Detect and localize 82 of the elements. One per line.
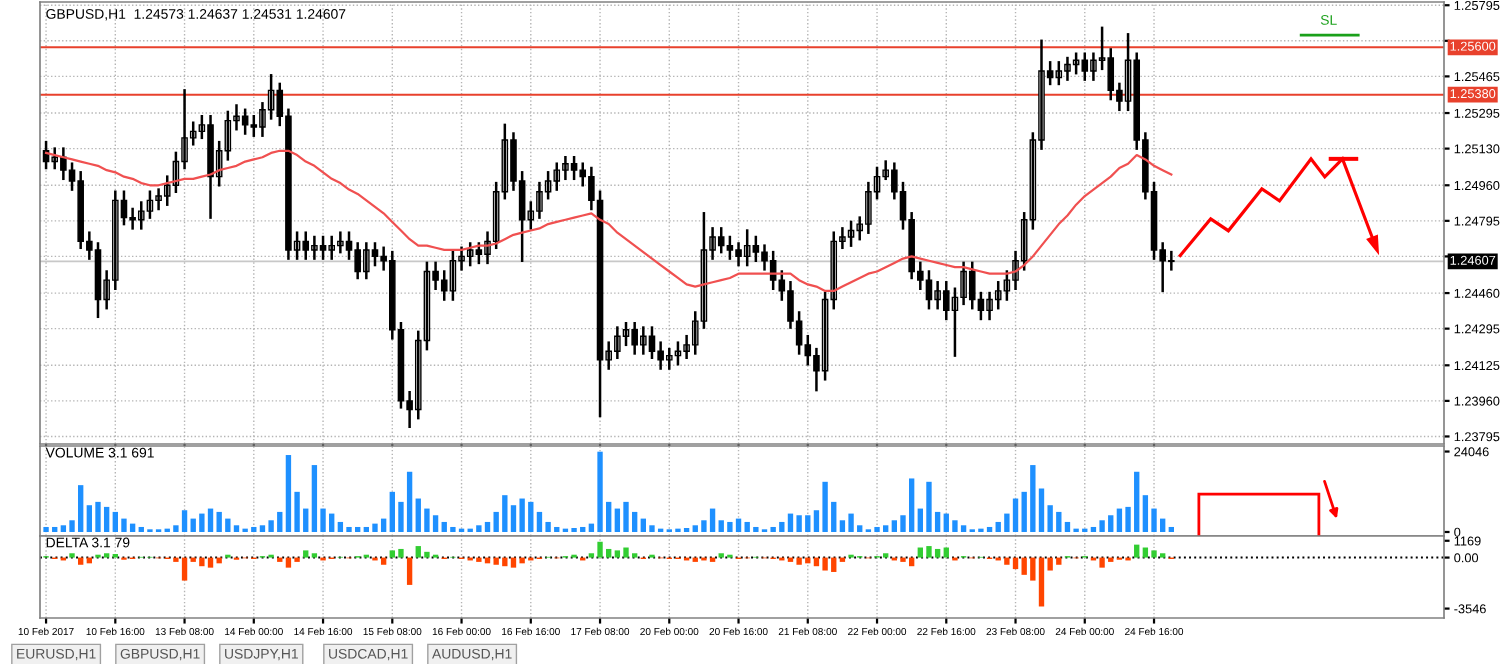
bar bbox=[848, 513, 854, 532]
bar bbox=[346, 526, 352, 532]
bar bbox=[432, 515, 439, 532]
bar bbox=[1030, 465, 1036, 532]
bar bbox=[926, 546, 932, 558]
bar bbox=[259, 525, 266, 532]
bar bbox=[796, 557, 802, 565]
bar bbox=[536, 511, 543, 532]
bar bbox=[960, 525, 967, 532]
bar bbox=[787, 513, 794, 532]
bar bbox=[519, 498, 525, 532]
bar bbox=[1038, 557, 1045, 607]
bar bbox=[727, 521, 733, 532]
bar bbox=[623, 501, 629, 532]
bar bbox=[1004, 557, 1010, 565]
bar bbox=[640, 518, 647, 532]
bar bbox=[822, 481, 828, 532]
bar bbox=[874, 526, 880, 532]
bar bbox=[1090, 526, 1097, 532]
bar bbox=[86, 505, 93, 532]
bar bbox=[796, 515, 802, 532]
bar bbox=[1116, 508, 1123, 532]
bar bbox=[926, 481, 932, 532]
bar bbox=[614, 508, 621, 532]
bar bbox=[337, 521, 344, 532]
bar bbox=[60, 525, 67, 532]
bar bbox=[380, 557, 387, 565]
bar bbox=[709, 508, 716, 532]
bar bbox=[1151, 550, 1157, 558]
bar bbox=[372, 523, 378, 532]
bar bbox=[1142, 547, 1149, 558]
bar bbox=[311, 465, 318, 532]
bar bbox=[1142, 495, 1149, 532]
bar bbox=[1064, 521, 1071, 532]
bar bbox=[181, 510, 188, 532]
bar bbox=[380, 518, 387, 532]
bar bbox=[95, 501, 101, 532]
bar bbox=[934, 548, 941, 558]
bar bbox=[839, 520, 846, 532]
bar bbox=[398, 548, 404, 558]
bar bbox=[268, 520, 274, 532]
bar bbox=[1012, 498, 1019, 532]
bar bbox=[1099, 557, 1105, 568]
bar bbox=[406, 471, 413, 532]
bar bbox=[943, 547, 949, 558]
bar bbox=[207, 557, 214, 568]
bar bbox=[986, 526, 993, 532]
bar bbox=[614, 550, 621, 558]
bar bbox=[822, 557, 828, 571]
bar bbox=[43, 526, 49, 532]
bar bbox=[233, 525, 240, 532]
bar bbox=[1168, 526, 1175, 532]
bar bbox=[1134, 544, 1140, 558]
bar bbox=[121, 518, 127, 532]
bar bbox=[285, 557, 292, 568]
bar bbox=[623, 547, 629, 558]
bar bbox=[649, 525, 655, 532]
bar bbox=[908, 478, 915, 532]
bar bbox=[476, 525, 482, 532]
bar bbox=[103, 506, 110, 532]
bar bbox=[519, 557, 525, 564]
bar bbox=[891, 520, 898, 532]
bar bbox=[597, 451, 603, 532]
bar bbox=[199, 557, 205, 567]
bar bbox=[424, 551, 430, 558]
bar bbox=[216, 557, 222, 564]
bar bbox=[354, 526, 361, 532]
bar bbox=[1099, 520, 1105, 532]
bar bbox=[753, 526, 759, 532]
bar bbox=[78, 557, 84, 565]
bar bbox=[181, 557, 188, 581]
bar bbox=[303, 550, 309, 558]
bar bbox=[450, 526, 456, 532]
bar bbox=[597, 541, 603, 558]
bar bbox=[285, 455, 292, 532]
bar bbox=[952, 520, 958, 532]
bar bbox=[207, 508, 214, 532]
bar bbox=[510, 557, 517, 568]
bar bbox=[199, 513, 205, 532]
bar bbox=[363, 526, 370, 532]
bar bbox=[735, 518, 742, 532]
bar bbox=[406, 557, 413, 585]
